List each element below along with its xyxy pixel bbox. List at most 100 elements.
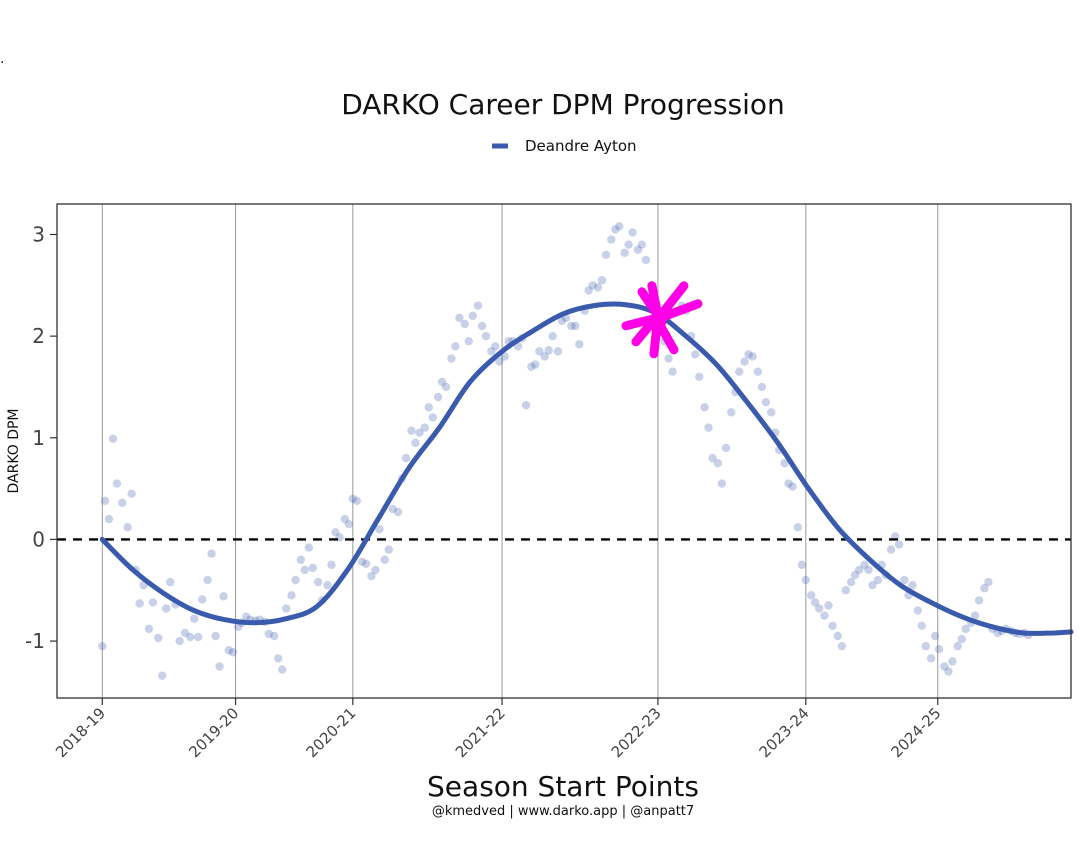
data-point <box>100 496 110 506</box>
data-point <box>664 354 673 363</box>
data-point <box>388 504 397 514</box>
data-point <box>695 372 704 381</box>
x-tick-label: 2022-23 <box>608 704 665 761</box>
data-point <box>727 408 736 417</box>
data-point <box>219 592 228 601</box>
data-point <box>207 549 216 558</box>
data-point <box>797 560 807 570</box>
data-point <box>801 575 811 585</box>
data-point <box>407 426 416 435</box>
data-point <box>721 443 731 453</box>
data-point <box>780 458 789 468</box>
smooth-trend-line <box>99 301 1074 636</box>
data-point <box>203 575 212 585</box>
data-point <box>761 398 771 407</box>
data-point <box>980 584 989 593</box>
data-point <box>766 408 776 417</box>
data-point <box>784 479 793 488</box>
data-point <box>607 235 616 244</box>
data-point <box>864 565 873 575</box>
data-point <box>158 671 167 680</box>
data-point <box>824 601 833 610</box>
data-point <box>868 580 877 590</box>
annotation-asterisk <box>621 281 703 359</box>
data-point <box>850 570 860 580</box>
data-point <box>841 586 851 595</box>
data-point <box>135 599 144 608</box>
data-point <box>953 641 962 651</box>
data-point <box>127 489 136 498</box>
data-point <box>584 286 593 295</box>
data-point <box>717 479 727 488</box>
data-point <box>331 528 340 537</box>
data-point <box>401 453 411 463</box>
x-axis-label: Season Start Points <box>427 770 699 803</box>
data-point <box>123 523 132 532</box>
chart-title: DARKO Career DPM Progression <box>341 88 785 121</box>
data-point <box>593 283 603 292</box>
data-point <box>588 281 597 290</box>
data-point <box>535 347 544 356</box>
data-point <box>633 245 643 254</box>
data-point <box>620 248 629 257</box>
data-point <box>491 342 500 351</box>
data-point <box>433 392 443 402</box>
data-point <box>575 340 584 349</box>
data-point <box>473 301 483 310</box>
data-point <box>393 507 403 517</box>
data-point <box>304 543 314 552</box>
y-tick-label: 3 <box>32 222 45 246</box>
data-point <box>854 565 864 575</box>
data-point <box>148 598 158 607</box>
data-point <box>296 555 306 564</box>
data-point <box>611 225 620 234</box>
data-point <box>748 352 757 361</box>
data-point <box>810 598 820 607</box>
y-tick-label: 1 <box>32 426 45 450</box>
data-point <box>713 458 723 468</box>
credit-line: @kmedved | www.darko.app | @anpatt7 <box>432 804 694 819</box>
data-point <box>930 631 940 641</box>
data-point <box>198 595 207 604</box>
data-point <box>308 563 318 573</box>
data-point <box>860 560 869 570</box>
data-point <box>948 657 957 666</box>
data-point <box>820 611 829 620</box>
data-point <box>380 555 389 564</box>
data-point <box>886 545 896 554</box>
data-point <box>917 621 926 631</box>
data-point <box>615 222 624 231</box>
data-point <box>957 634 966 644</box>
data-point <box>437 377 447 387</box>
data-point <box>180 628 190 638</box>
data-point <box>704 423 713 432</box>
data-point <box>495 357 504 366</box>
data-point <box>567 321 576 331</box>
data-point <box>104 514 114 524</box>
data-point <box>984 577 993 587</box>
data-point <box>788 482 797 491</box>
data-point <box>744 350 753 359</box>
data-point <box>441 382 451 392</box>
data-point <box>468 311 477 321</box>
data-point <box>814 604 824 613</box>
data-point <box>837 641 847 651</box>
data-point <box>740 357 749 366</box>
data-point <box>571 321 580 331</box>
data-point <box>98 641 107 651</box>
data-point <box>428 413 437 422</box>
annotation-stroke <box>657 281 689 319</box>
data-point <box>961 624 970 634</box>
data-point <box>451 342 460 351</box>
y-axis-ticks: -1 0 1 2 3 <box>25 222 57 653</box>
x-tick-label: 2019-20 <box>185 704 242 761</box>
data-point <box>944 667 953 676</box>
y-tick-label: -1 <box>25 629 45 653</box>
x-tick-label: 2020-21 <box>303 704 360 761</box>
data-point <box>340 514 350 524</box>
data-point <box>411 438 420 448</box>
data-point <box>700 403 709 412</box>
x-tick-label: 2018-19 <box>52 704 109 761</box>
data-point <box>367 571 376 581</box>
